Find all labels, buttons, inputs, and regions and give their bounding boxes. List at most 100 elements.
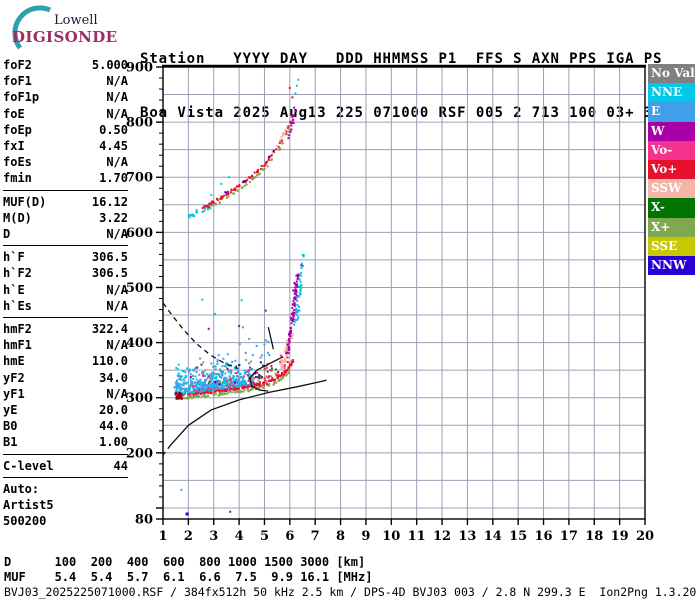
y-axis-label-700: 700: [126, 171, 153, 186]
param-value: 306.5: [91, 266, 128, 281]
param-row-hes: h`Es N/A: [3, 298, 128, 314]
doppler-direction-legend: No Val NNE E W Vo- Vo+ SSW X- X+ SSE NNW: [648, 64, 695, 276]
param-name: h`Es: [3, 298, 32, 313]
x-axis-label-11: 11: [408, 529, 426, 544]
param-group: Auto: Artist5 500200: [3, 481, 128, 533]
x-axis-label-6: 6: [285, 529, 294, 544]
param-row-hme: hmE 110.0: [3, 353, 128, 369]
param-row-foe: foE N/A: [3, 106, 128, 122]
param-value: 5.000: [91, 58, 128, 72]
y-axis-label-600: 600: [126, 226, 153, 241]
x-axis-label-15: 15: [509, 529, 527, 544]
param-value: N/A: [106, 90, 128, 105]
param-name: M(D): [3, 210, 32, 225]
legend-item-e: E: [648, 102, 695, 122]
param-name: 500200: [3, 514, 47, 529]
legend-item-w: W: [648, 121, 695, 141]
param-value: 20.0: [99, 403, 128, 418]
param-name: h`E: [3, 282, 25, 297]
param-name: B1: [3, 435, 18, 450]
param-row-yf2: yF2 34.0: [3, 370, 128, 386]
param-row-fxi: fxI 4.45: [3, 138, 128, 154]
param-value: N/A: [106, 282, 128, 297]
x-axis-label-16: 16: [534, 529, 552, 544]
param-name: B0: [3, 419, 18, 434]
param-group: C-level 44: [3, 458, 128, 478]
x-axis-label-7: 7: [311, 529, 320, 544]
param-name: foF1p: [3, 90, 40, 105]
param-value: N/A: [106, 338, 128, 353]
profile-line-profile-solid: [169, 379, 327, 447]
plot-border: [162, 66, 646, 520]
param-value: N/A: [106, 106, 128, 121]
param-name: yF1: [3, 386, 25, 401]
param-name: C-level: [3, 458, 54, 473]
x-axis-label-5: 5: [260, 529, 269, 544]
x-axis-label-19: 19: [611, 529, 629, 544]
param-name: yF2: [3, 370, 25, 385]
logo-text-digisonde: DIGISONDE: [12, 28, 118, 46]
y-axis-label-200: 200: [126, 446, 153, 461]
param-name: foE: [3, 106, 25, 121]
param-name: MUF(D): [3, 194, 47, 209]
legend-item-x: X-: [648, 198, 695, 218]
status-line: BVJ03_2025225071000.RSF / 384fx512h 50 k…: [4, 585, 697, 599]
param-name: foEs: [3, 155, 32, 170]
param-value: N/A: [106, 155, 128, 170]
muf-row: MUF 5.4 5.4 5.7 6.1 6.6 7.5 9.9 16.1 [MH…: [4, 569, 373, 584]
param-row-b1: B1 1.00: [3, 434, 128, 450]
legend-item-nnw: NNW: [648, 255, 695, 276]
x-axis-label-14: 14: [484, 529, 502, 544]
param-row-yf1: yF1 N/A: [3, 386, 128, 402]
param-name: hmE: [3, 354, 25, 369]
param-value: 3.22: [99, 210, 128, 225]
legend-item-sse: SSE: [648, 236, 695, 256]
x-axis-label-3: 3: [209, 529, 218, 544]
legend-item-nne: NNE: [648, 83, 695, 103]
param-value: 322.4: [91, 322, 128, 337]
y-axis-label-500: 500: [126, 281, 153, 296]
param-group: MUF(D) 16.12 M(D) 3.22 D N/A: [3, 194, 128, 247]
param-value: 44: [113, 458, 128, 473]
y-axis-label-80: 80: [135, 513, 153, 528]
param-value: 110.0: [91, 354, 128, 369]
param-name: fxI: [3, 139, 25, 154]
param-value: 34.0: [99, 370, 128, 385]
distance-row: D 100 200 400 600 800 1000 1500 3000 [km…: [4, 555, 366, 569]
param-row-hmf1: hmF1 N/A: [3, 337, 128, 353]
header-values: Boa Vista 2025 Aug13 225 071000 RSF 005 …: [140, 105, 663, 121]
param-row-hmf2: hmF2 322.4: [3, 321, 128, 337]
param-row-mufd: MUF(D) 16.12: [3, 194, 128, 210]
param-value: 4.45: [99, 139, 128, 154]
param-value: N/A: [106, 298, 128, 313]
x-axis-label-9: 9: [361, 529, 370, 544]
x-axis-label-10: 10: [382, 529, 400, 544]
param-name: yE: [3, 403, 18, 418]
x-axis-label-2: 2: [184, 529, 193, 544]
param-value: 0.50: [99, 122, 128, 137]
param-row-artist5: Artist5: [3, 497, 128, 513]
param-name: h`F2: [3, 266, 32, 281]
x-axis-label-20: 20: [636, 529, 654, 544]
legend-item-vo: Vo+: [648, 159, 695, 180]
param-name: hmF2: [3, 322, 32, 337]
x-axis-label-13: 13: [458, 529, 476, 544]
x-axis-label-8: 8: [336, 529, 345, 544]
lowell-digisonde-logo: Lowell DIGISONDE: [6, 4, 136, 54]
param-row-md: M(D) 3.22: [3, 210, 128, 226]
param-group: foF2 5.000 foF1 N/A foF1p N/A foE N/A foEp 0.50 fx…: [3, 57, 128, 191]
echo-points: [173, 78, 305, 516]
param-value: N/A: [106, 227, 128, 242]
param-row-d: D N/A: [3, 226, 128, 242]
profile-line-bottom-dash-lead: [162, 445, 171, 456]
param-group: h`F 306.5 h`F2 306.5 h`E N/A h`Es N/A: [3, 249, 128, 319]
param-row-ye: yE 20.0: [3, 402, 128, 418]
param-row-b0: B0 44.0: [3, 418, 128, 434]
param-row-500200: 500200: [3, 513, 128, 529]
param-row-auto: Auto:: [3, 481, 128, 497]
param-name: hmF1: [3, 338, 32, 353]
footer: D 100 200 400 600 800 1000 1500 3000 [km…: [4, 555, 700, 600]
x-axis-label-18: 18: [585, 529, 603, 544]
